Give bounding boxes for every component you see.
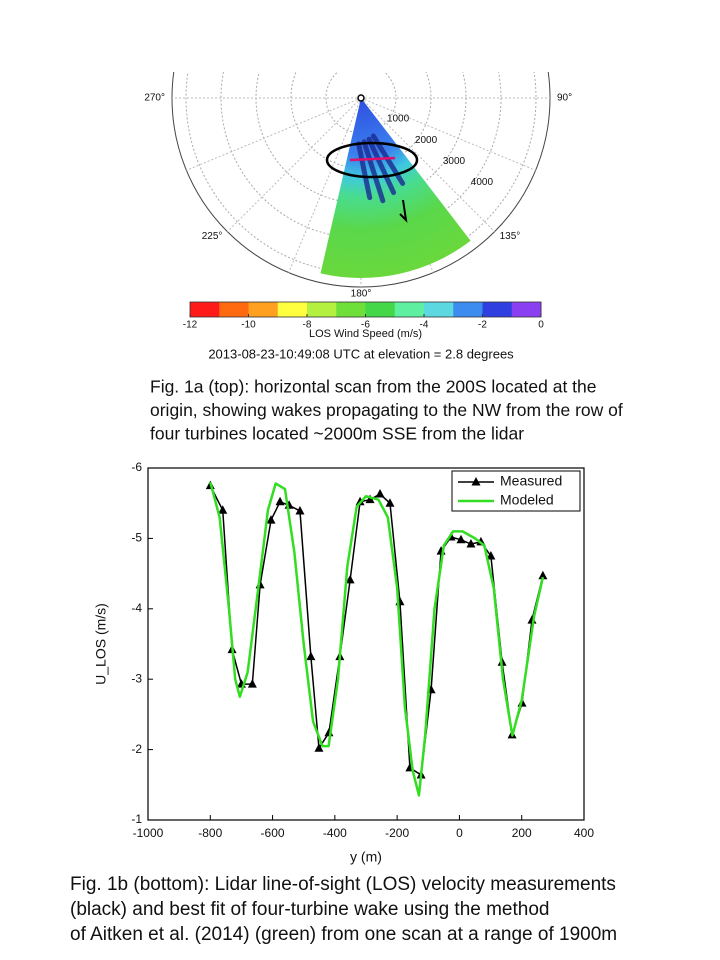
x-tick-label: -200 xyxy=(385,826,409,840)
x-tick-label: 400 xyxy=(574,826,594,840)
caption-line: Fig. 1b (bottom): Lidar line-of-sight (L… xyxy=(70,874,616,895)
lidar-origin xyxy=(357,94,365,102)
data-point xyxy=(486,551,496,560)
colorbar-segment xyxy=(511,302,542,317)
data-point xyxy=(365,494,375,504)
colorbar-segment xyxy=(248,302,279,317)
data-point xyxy=(295,505,305,515)
radial-line xyxy=(360,97,495,232)
range-label: 2000 xyxy=(415,135,438,146)
angle-label: 90° xyxy=(557,93,572,104)
data-point xyxy=(247,679,257,688)
colorbar-segment xyxy=(219,302,249,317)
highlight-ellipse xyxy=(325,141,419,179)
radial-line xyxy=(186,97,362,171)
colorbar-segment xyxy=(453,302,483,317)
angle-label: 180° xyxy=(351,289,372,300)
colorbar-segment xyxy=(482,302,513,317)
colorbar-segment xyxy=(190,302,220,317)
colorbar-tick-label: -4 xyxy=(420,320,429,331)
angle-label: 225° xyxy=(202,231,223,242)
data-point xyxy=(456,534,466,544)
data-point xyxy=(266,515,276,524)
angle-label: 135° xyxy=(500,231,521,242)
y-tick-label: -1 xyxy=(131,812,142,826)
wake-streak xyxy=(361,139,386,204)
radial-line xyxy=(360,97,536,171)
colorbar-segment xyxy=(424,302,454,317)
wake-streak xyxy=(356,141,373,201)
x-tick-label: -400 xyxy=(323,826,347,840)
colorbar-tick-label: 0 xyxy=(538,320,544,331)
x-axis-label: y (m) xyxy=(350,849,382,865)
y-tick-label: -4 xyxy=(131,601,142,615)
y-tick-label: -2 xyxy=(131,742,142,756)
marker-arrow xyxy=(399,199,408,223)
polar-plot xyxy=(171,72,551,288)
range-ring xyxy=(185,72,537,274)
data-point xyxy=(275,496,285,506)
turbine-row xyxy=(349,156,396,162)
colorbar-tick-label: -12 xyxy=(183,320,198,331)
colorbar-segment xyxy=(365,302,396,317)
radial-line xyxy=(227,97,362,232)
radial-line xyxy=(288,97,362,273)
legend-label: Modeled xyxy=(500,492,554,508)
scan-subtitle: 2013-08-23-10:49:08 UTC at elevation = 2… xyxy=(208,346,514,361)
range-ring xyxy=(325,72,397,134)
caption-line: (black) and best fit of four-turbine wak… xyxy=(70,899,549,920)
series-line xyxy=(209,481,545,797)
caption-line: Fig. 1a (top): horizontal scan from the … xyxy=(150,377,597,397)
data-point xyxy=(345,574,355,584)
legend-box xyxy=(451,470,581,512)
colorbar-segment xyxy=(277,302,308,317)
data-point xyxy=(466,539,476,548)
colorbar-label: LOS Wind Speed (m/s) xyxy=(309,328,422,340)
y-tick-label: -3 xyxy=(131,671,142,685)
wake-streak xyxy=(366,136,397,196)
line-chart: -1000 -800 -600 -400 -200 0 200 400 -6 -5 -4 -3 -2 -1… xyxy=(93,460,595,865)
x-tick-label: 0 xyxy=(456,826,463,840)
caption-line: four turbines located ~2000m SSE from th… xyxy=(150,424,524,444)
x-tick-label: 200 xyxy=(512,826,532,840)
data-point xyxy=(375,489,385,498)
range-label: 4000 xyxy=(471,177,494,188)
colorbar-segment xyxy=(307,302,337,317)
caption-line: of Aitken et al. (2014) (green) from one… xyxy=(70,924,617,945)
colorbar-tick-label: -8 xyxy=(303,320,312,331)
x-tick-label: -800 xyxy=(198,826,222,840)
range-label: 3000 xyxy=(443,156,466,167)
data-point xyxy=(306,651,316,661)
data-point xyxy=(385,498,395,507)
y-axis-label: U_LOS (m/s) xyxy=(93,603,109,685)
polar-overlay: 1000 2000 3000 4000 270° 90° 225° 135° 180° -12 -1… xyxy=(144,93,572,362)
y-tick-label: -6 xyxy=(131,460,142,474)
y-tick-label: -5 xyxy=(131,531,142,545)
colorbar-tick-label: -10 xyxy=(241,320,256,331)
data-point xyxy=(218,505,228,514)
colorbar-segment xyxy=(394,302,425,317)
legend-marker xyxy=(471,477,481,486)
caption-line: origin, showing wakes propagating to the… xyxy=(150,400,623,420)
captions: Fig. 1a (top): horizontal scan from the … xyxy=(70,377,623,945)
x-tick-label: -600 xyxy=(261,826,285,840)
colorbar-tick-label: -6 xyxy=(361,320,370,331)
x-tick-label: -1000 xyxy=(133,826,164,840)
legend-label: Measured xyxy=(500,473,562,489)
data-point xyxy=(314,743,324,752)
data-point xyxy=(538,570,548,580)
plot-frame xyxy=(147,467,585,821)
angle-label: 270° xyxy=(144,93,165,104)
range-label: 1000 xyxy=(387,114,410,125)
colorbar-segment xyxy=(336,302,366,317)
colorbar-tick-label: -2 xyxy=(478,320,487,331)
